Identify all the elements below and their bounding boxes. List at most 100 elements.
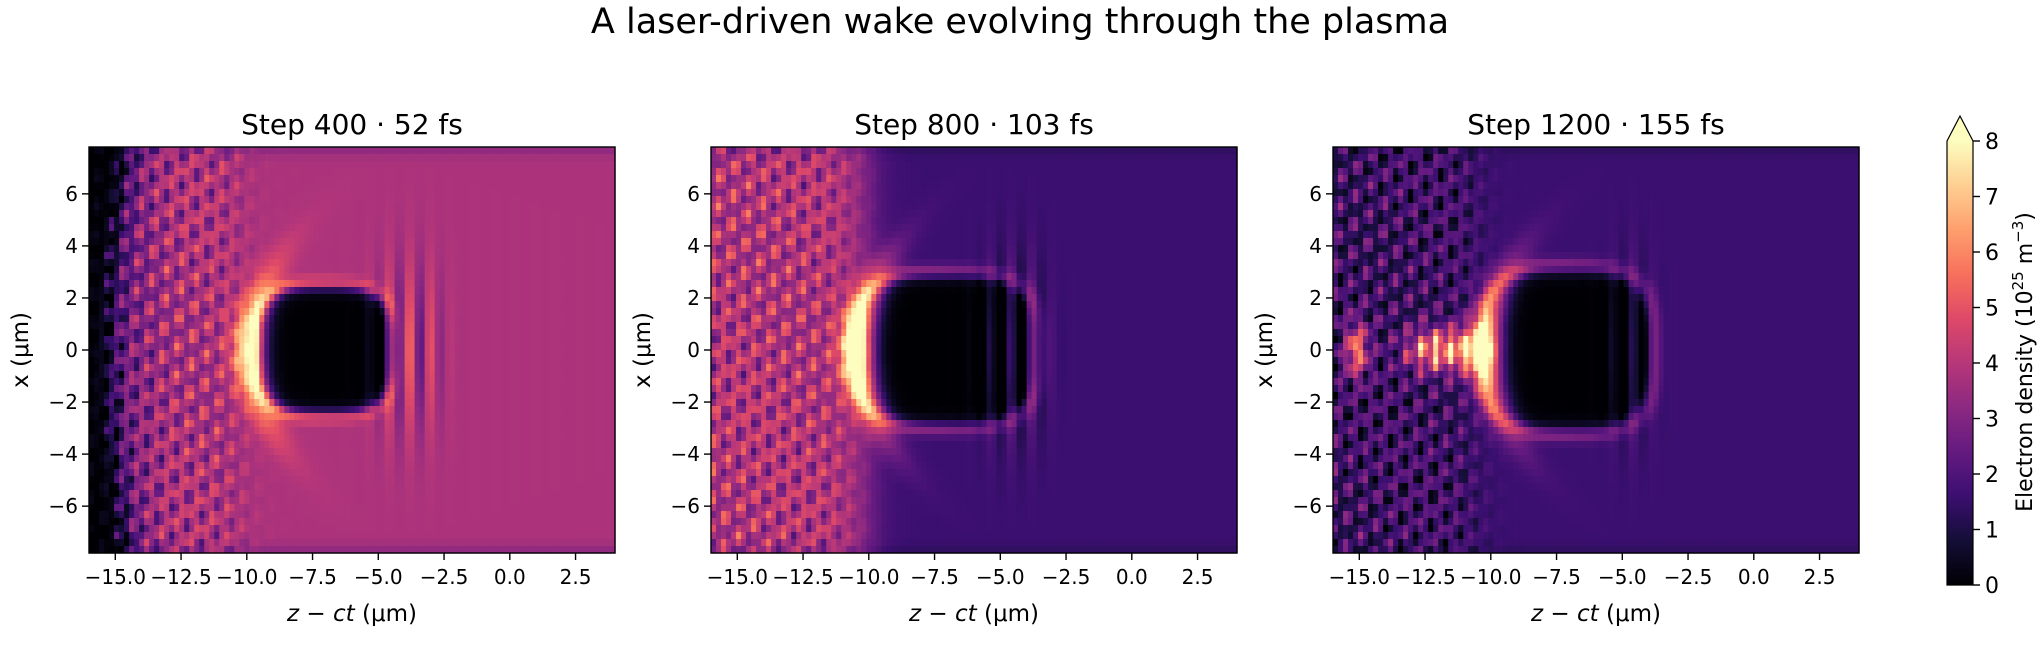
heatmap-cell [530, 329, 536, 337]
heatmap-cell [370, 168, 376, 176]
heatmap-cell [334, 168, 340, 176]
heatmap-cell [309, 294, 315, 302]
heatmap-cell [480, 427, 486, 435]
heatmap-cell [244, 448, 250, 456]
heatmap-cell [555, 336, 561, 344]
heatmap-cell [274, 441, 280, 449]
heatmap-cell [209, 217, 215, 225]
heatmap-cell [590, 245, 596, 253]
heatmap-cell [525, 357, 531, 365]
heatmap-cell [605, 469, 611, 477]
heatmap-cell [415, 406, 421, 414]
heatmap-cell [400, 238, 406, 246]
heatmap-cell [380, 385, 386, 393]
heatmap-cell [570, 329, 576, 337]
heatmap-cell [319, 245, 325, 253]
heatmap-cell [319, 266, 325, 274]
heatmap-cell [179, 308, 185, 316]
heatmap-cell [269, 238, 275, 246]
heatmap-cell [450, 413, 456, 421]
heatmap-cell [350, 308, 356, 316]
heatmap-cell [294, 441, 300, 449]
heatmap-cell [109, 294, 115, 302]
heatmap-cell [570, 385, 576, 393]
heatmap-cell [109, 273, 115, 281]
heatmap-cell [179, 231, 185, 239]
heatmap-cell [214, 448, 220, 456]
heatmap-cell [304, 252, 310, 260]
heatmap-cell [249, 462, 255, 470]
heatmap-cell [380, 441, 386, 449]
heatmap-cell [339, 175, 345, 183]
heatmap-cell [480, 322, 486, 330]
heatmap-cell [109, 210, 115, 218]
heatmap-cell [355, 147, 361, 155]
heatmap-cell [164, 343, 170, 351]
heatmap-cell [164, 469, 170, 477]
heatmap-cell [415, 399, 421, 407]
heatmap-cell [314, 350, 320, 358]
heatmap-cell [209, 252, 215, 260]
heatmap-cell [470, 434, 476, 442]
heatmap-cell [114, 287, 120, 295]
heatmap-cell [159, 455, 165, 463]
heatmap-cell [590, 308, 596, 316]
heatmap-cell [390, 427, 396, 435]
heatmap-cell [455, 189, 461, 197]
heatmap-cell [334, 301, 340, 309]
heatmap-cell [400, 448, 406, 456]
heatmap-cell [214, 154, 220, 162]
heatmap-cell [510, 364, 516, 372]
heatmap-cell [400, 399, 406, 407]
heatmap-cell [189, 189, 195, 197]
heatmap-cell [415, 322, 421, 330]
heatmap-cell [279, 413, 285, 421]
heatmap-cell [430, 448, 436, 456]
heatmap-cell [540, 455, 546, 463]
heatmap-cell [129, 427, 135, 435]
heatmap-cell [550, 455, 556, 463]
heatmap-cell [555, 161, 561, 169]
heatmap-cell [274, 308, 280, 316]
heatmap-cell [450, 371, 456, 379]
heatmap-cell [470, 378, 476, 386]
heatmap-cell [480, 357, 486, 365]
heatmap-cell [405, 413, 411, 421]
heatmap-cell [124, 196, 130, 204]
heatmap-cell [144, 455, 150, 463]
heatmap-cell [209, 329, 215, 337]
heatmap-cell [119, 469, 125, 477]
heatmap-cell [510, 210, 516, 218]
heatmap-cell [545, 434, 551, 442]
heatmap-cell [375, 343, 381, 351]
heatmap-cell [350, 420, 356, 428]
heatmap-cell [259, 329, 265, 337]
heatmap-cell [470, 224, 476, 232]
heatmap-cell [375, 189, 381, 197]
heatmap-cell [244, 301, 250, 309]
heatmap-cell [480, 252, 486, 260]
heatmap-cell [174, 448, 180, 456]
heatmap-cell [319, 385, 325, 393]
heatmap-cell [249, 266, 255, 274]
heatmap-cell [229, 462, 235, 470]
heatmap-cell [329, 210, 335, 218]
heatmap-cell [249, 168, 255, 176]
heatmap-cell [405, 399, 411, 407]
heatmap-cell [495, 287, 501, 295]
heatmap-cell [149, 175, 155, 183]
heatmap-cell [139, 308, 145, 316]
heatmap-cell [199, 378, 205, 386]
heatmap-cell [505, 392, 511, 400]
heatmap-cell [410, 371, 416, 379]
heatmap-cell [565, 266, 571, 274]
heatmap-cell [510, 280, 516, 288]
heatmap-cell [189, 322, 195, 330]
heatmap-cell [149, 476, 155, 484]
heatmap-cell [355, 245, 361, 253]
heatmap-cell [109, 378, 115, 386]
heatmap-cell [259, 350, 265, 358]
heatmap-cell [495, 154, 501, 162]
heatmap-cell [595, 252, 601, 260]
heatmap-cell [184, 406, 190, 414]
